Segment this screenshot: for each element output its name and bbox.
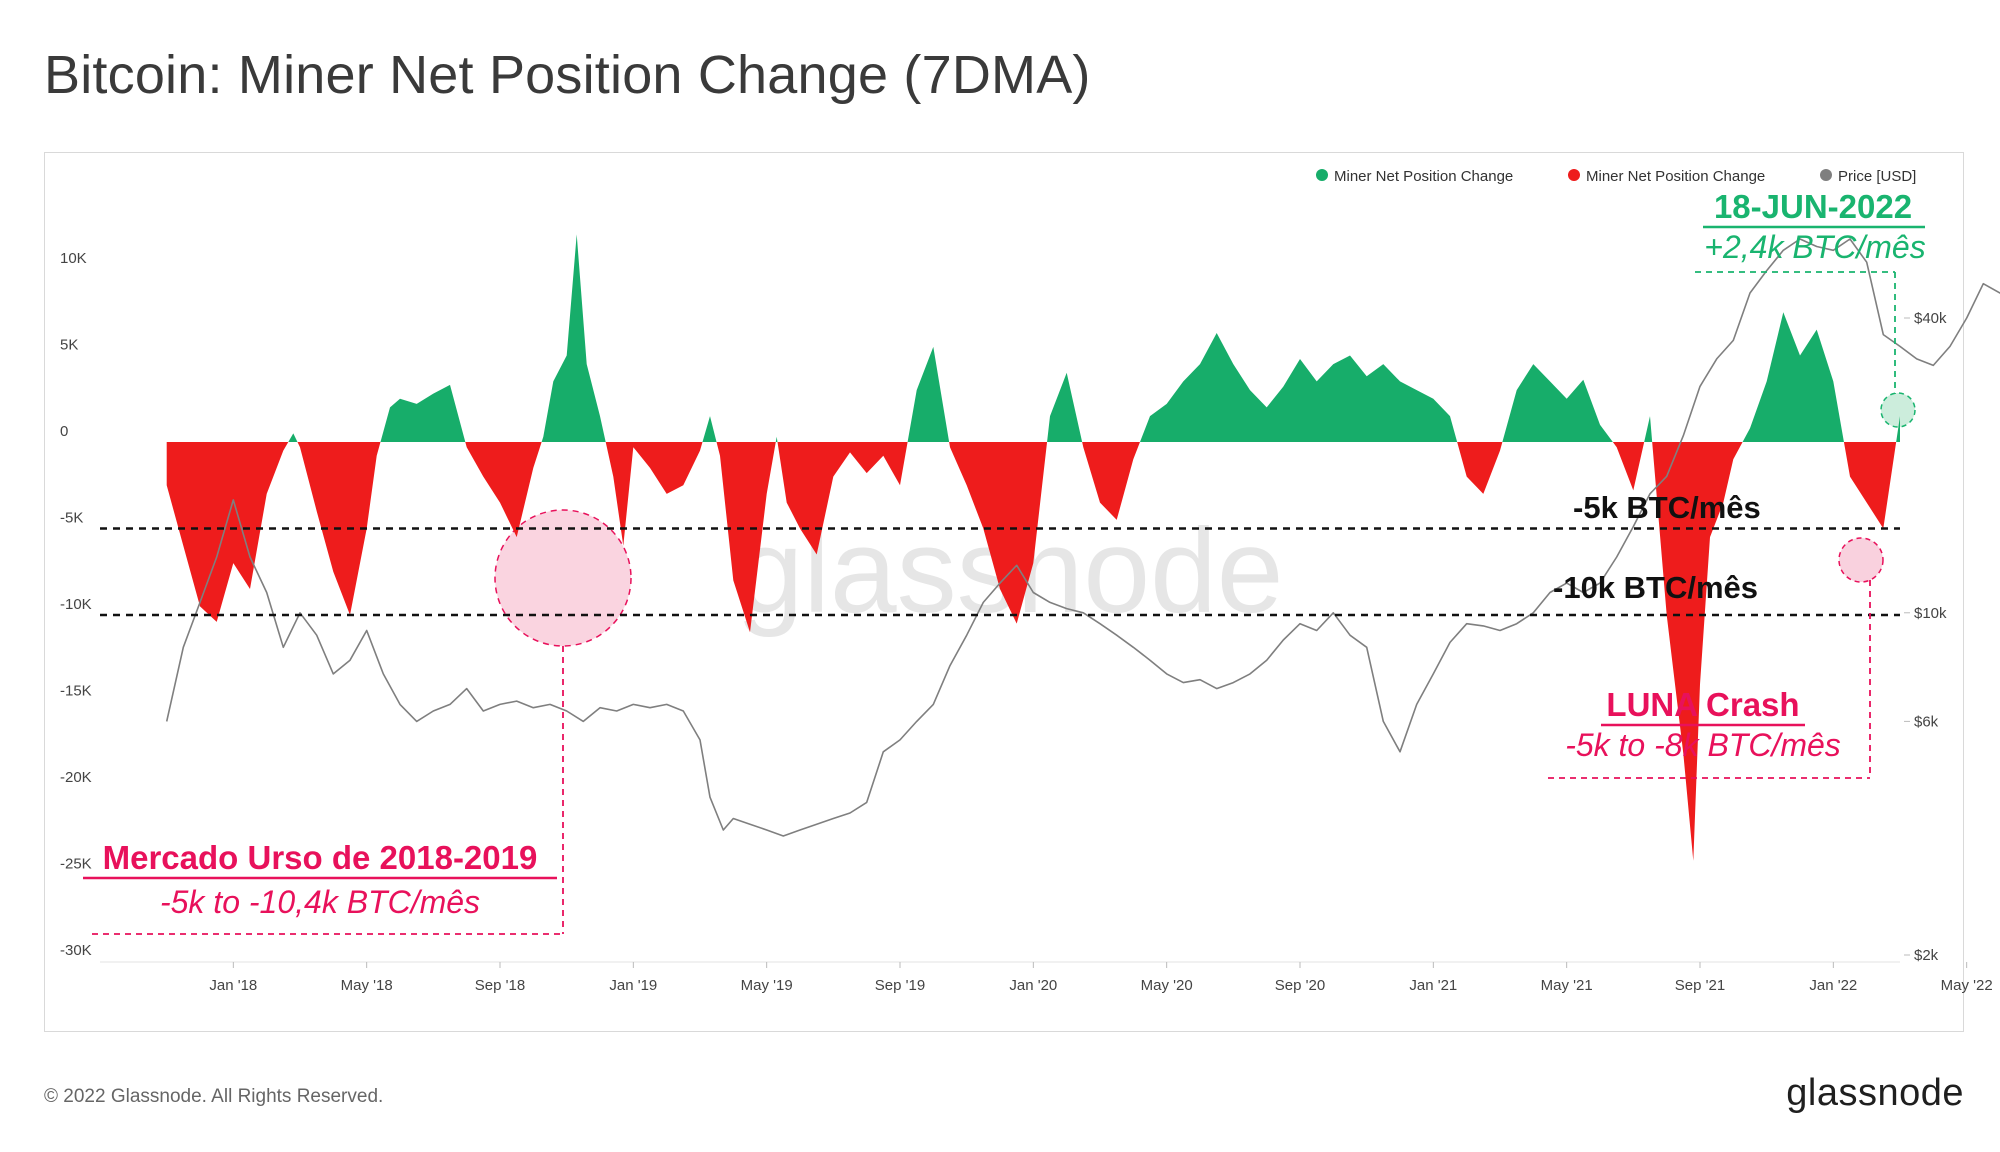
x-tick-label: May '19 [741,977,793,994]
glassnode-logo: glassnode [1786,1072,1964,1114]
legend-marker [1820,169,1832,181]
x-tick-label: Jan '22 [1809,977,1857,994]
y-left-tick-label: 10K [60,250,87,267]
bear-market-highlight [494,509,632,647]
x-tick-label: Jan '20 [1009,977,1057,994]
x-tick-label: May '21 [1541,977,1593,994]
y-left-tick-label: -15K [60,683,92,700]
chart-frame [44,152,1964,1032]
x-tick-label: Sep '21 [1675,977,1725,994]
x-tick-label: Sep '18 [475,977,525,994]
y-left-tick-label: -10K [60,596,92,613]
luna-crash-highlight [1838,537,1884,583]
luna-crash-title: LUNA Crash [1606,686,1799,723]
bear-market-subtitle: -5k to -10,4k BTC/mês [160,884,480,920]
latest-value-subtitle: +2,4k BTC/mês [1704,229,1925,265]
latest-value-highlight [1880,392,1916,428]
legend-marker [1316,169,1328,181]
page-title: Bitcoin: Miner Net Position Change (7DMA… [44,45,1091,105]
ref-line-10k-label: -10k BTC/mês [1553,570,1758,605]
y-right-tick-label: $10k [1914,605,1947,622]
y-left-tick-label: -20K [60,769,92,786]
y-left-tick-label: -25K [60,856,92,873]
bear-market-title: Mercado Urso de 2018-2019 [103,839,538,876]
x-tick-label: Sep '19 [875,977,925,994]
y-left-tick-label: 5K [60,337,78,354]
y-right-tick-label: $40k [1914,310,1947,327]
x-tick-label: Jan '21 [1409,977,1457,994]
y-left-tick-label: -30K [60,942,92,959]
legend-marker [1568,169,1580,181]
latest-date-title: 18-JUN-2022 [1714,188,1912,225]
x-tick-label: Jan '18 [209,977,257,994]
legend-label: Miner Net Position Change [1586,168,1765,185]
y-right-tick-label: $6k [1914,713,1939,730]
x-tick-label: Sep '20 [1275,977,1325,994]
x-tick-label: May '20 [1141,977,1193,994]
y-left-tick-label: -5K [60,510,83,527]
y-right-tick-label: $2k [1914,947,1939,964]
price-series-line [165,238,2000,837]
legend-label: Price [USD] [1838,168,1916,185]
luna-crash-subtitle: -5k to -8k BTC/mês [1565,727,1841,763]
copyright-text: © 2022 Glassnode. All Rights Reserved. [44,1086,384,1107]
net-position-negative-area [166,442,1900,861]
x-tick-label: May '18 [341,977,393,994]
x-tick-label: Jan '19 [609,977,657,994]
ref-line-5k-label: -5k BTC/mês [1573,490,1761,525]
y-left-tick-label: 0 [60,423,68,440]
x-tick-label: May '22 [1941,977,1993,994]
legend-label: Miner Net Position Change [1334,168,1513,185]
